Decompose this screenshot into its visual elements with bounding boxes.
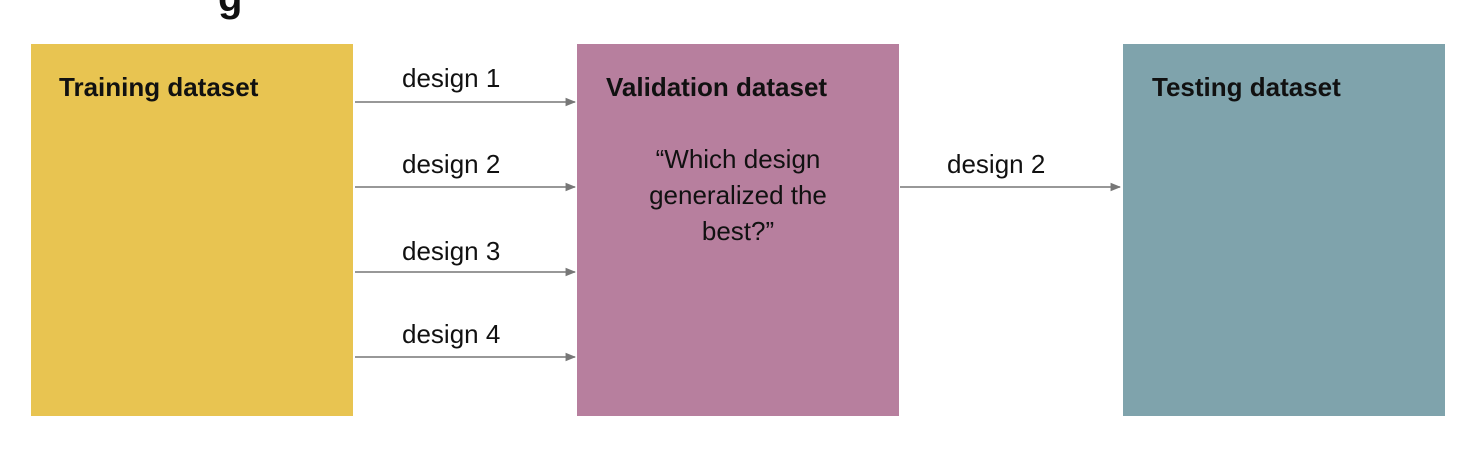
validation-question-line-2: generalized the — [649, 180, 827, 210]
validation-dataset-box: Validation dataset “Which design general… — [577, 44, 899, 416]
cropped-heading-fragment: g — [218, 0, 242, 21]
testing-dataset-title: Testing dataset — [1152, 72, 1341, 102]
arrow-label-design-1: design 1 — [402, 63, 501, 93]
validation-question-line-1: “Which design — [655, 144, 821, 174]
validation-dataset-title: Validation dataset — [606, 72, 828, 102]
arrow-label-design-4: design 4 — [402, 319, 501, 349]
validation-question-line-3: best?” — [701, 216, 775, 246]
arrow-label-validation-to-testing: design 2 — [947, 149, 1046, 179]
arrow-label-design-3: design 3 — [402, 236, 501, 266]
training-dataset-title: Training dataset — [59, 72, 259, 102]
validation-question: “Which design generalized the best?” — [577, 141, 899, 249]
testing-dataset-box: Testing dataset — [1123, 44, 1445, 416]
arrow-label-design-2: design 2 — [402, 149, 501, 179]
training-dataset-box: Training dataset — [31, 44, 353, 416]
